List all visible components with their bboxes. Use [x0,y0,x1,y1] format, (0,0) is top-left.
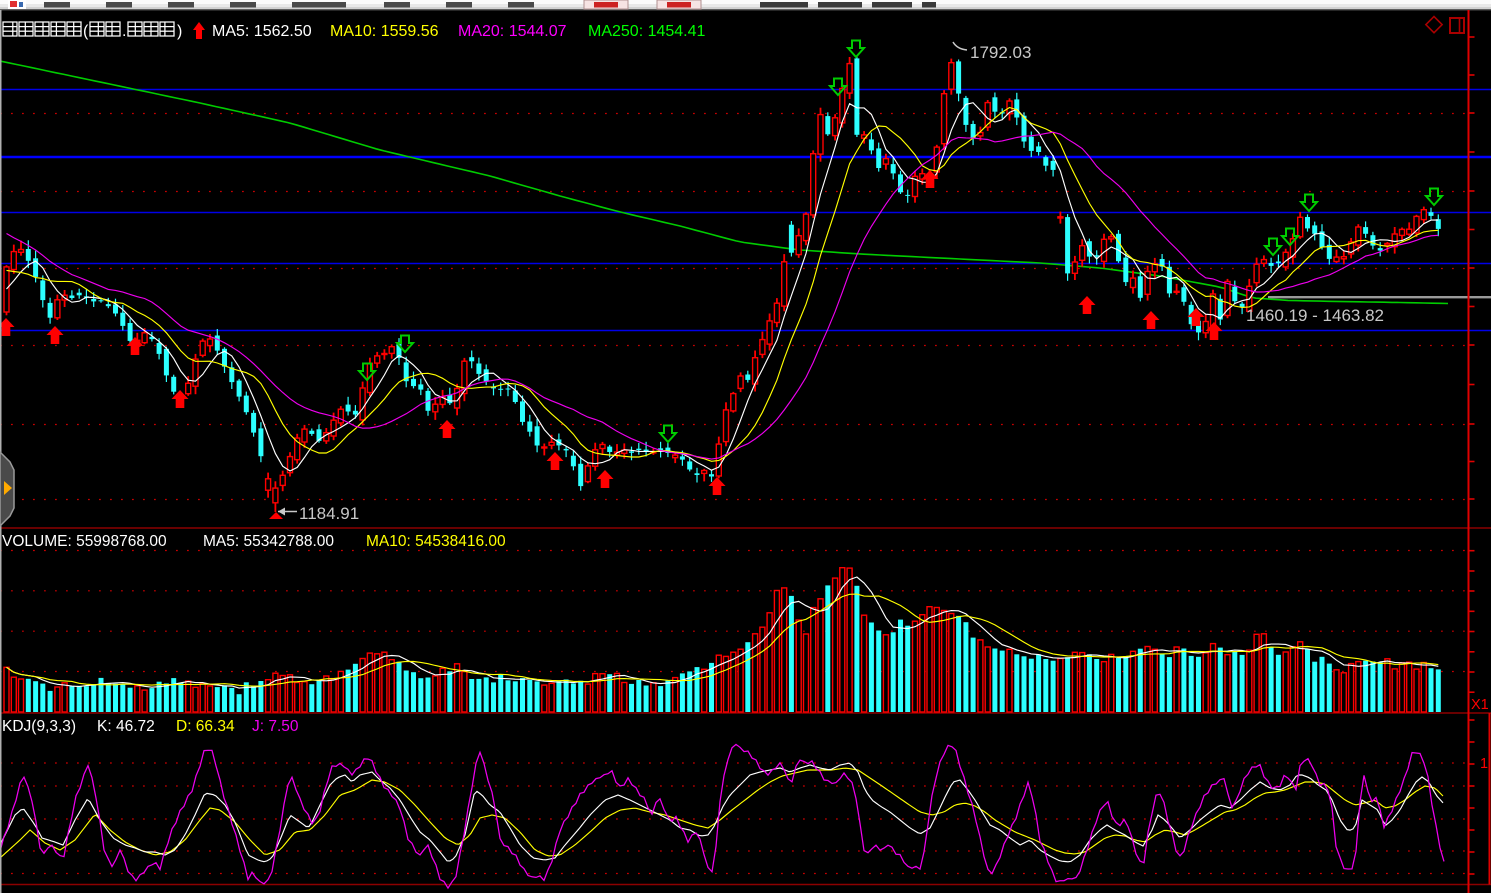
svg-text:): ) [177,23,182,40]
svg-text:MA5: 1562.50: MA5: 1562.50 [212,23,312,40]
svg-text:1460.19 - 1463.82: 1460.19 - 1463.82 [1246,306,1384,325]
svg-text:MA10: 1559.56: MA10: 1559.56 [330,23,439,40]
svg-text:J: 7.50: J: 7.50 [252,718,299,735]
svg-text:VOLUME: 55998768.00: VOLUME: 55998768.00 [2,533,167,550]
svg-text:KDJ(9,3,3): KDJ(9,3,3) [2,718,76,735]
svg-text:1792.03: 1792.03 [970,43,1031,62]
svg-text:MA10: 54538416.00: MA10: 54538416.00 [366,533,506,550]
svg-text:K: 46.72: K: 46.72 [97,718,155,735]
svg-text:MA250: 1454.41: MA250: 1454.41 [588,23,706,40]
svg-text:1184.91: 1184.91 [299,504,359,523]
svg-text:MA20: 1544.07: MA20: 1544.07 [458,23,567,40]
svg-text:MA5: 55342788.00: MA5: 55342788.00 [203,533,334,550]
svg-text:1: 1 [1480,756,1488,772]
svg-text:X1: X1 [1471,697,1489,713]
svg-text:.: . [122,23,126,40]
svg-text:(: ( [83,23,89,40]
svg-text:D: 66.34: D: 66.34 [176,718,235,735]
